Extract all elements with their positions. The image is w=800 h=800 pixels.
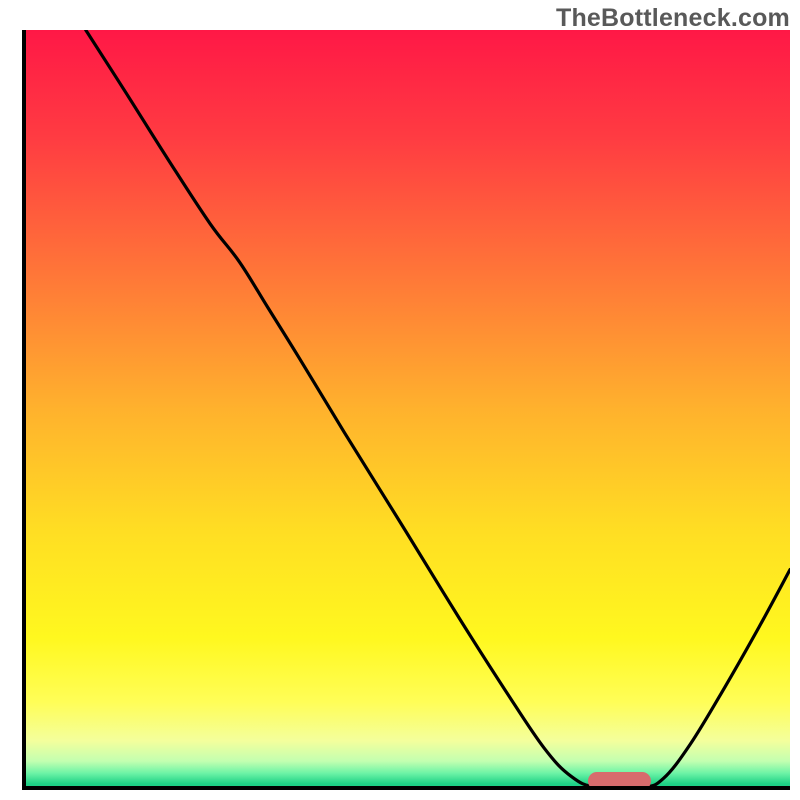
bottleneck-curve bbox=[22, 30, 790, 790]
watermark-text: TheBottleneck.com bbox=[556, 4, 790, 33]
chart-plot-area bbox=[22, 30, 790, 790]
x-axis-line bbox=[22, 786, 790, 790]
y-axis-line bbox=[22, 30, 26, 790]
